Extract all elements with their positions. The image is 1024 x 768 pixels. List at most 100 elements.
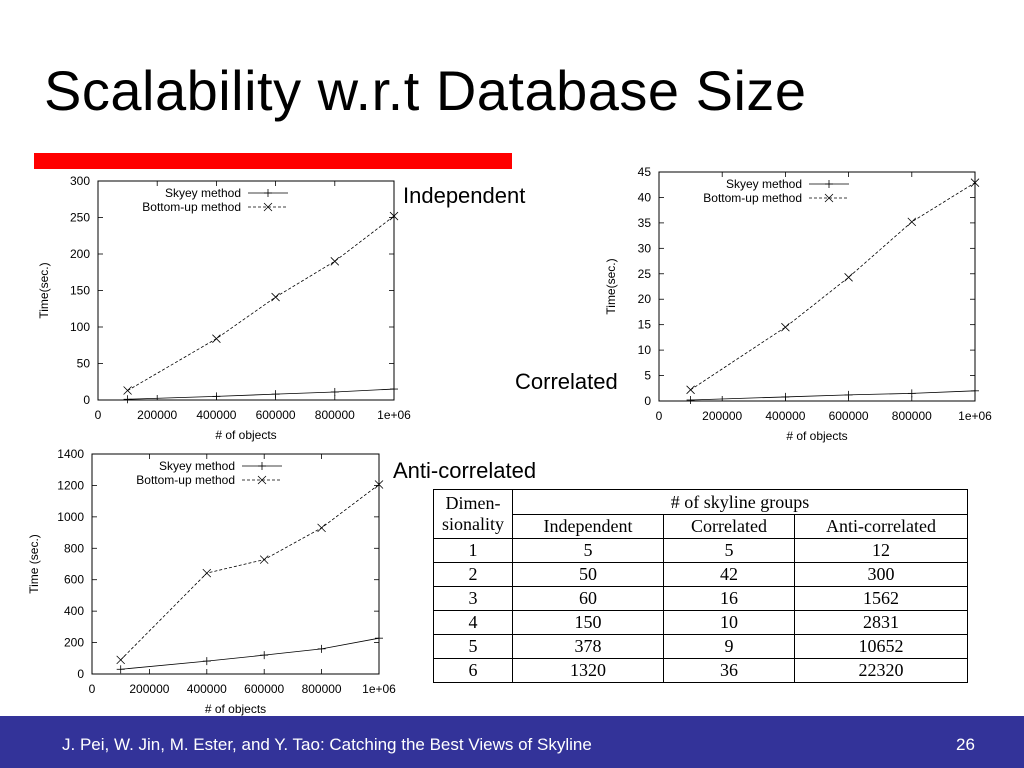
x-tick-label: 200000 (137, 408, 177, 422)
x-axis-label: # of objects (215, 428, 276, 442)
series-line (127, 388, 395, 400)
y-tick-label: 0 (83, 393, 90, 407)
y-tick-label: 50 (77, 357, 91, 371)
data-point (202, 657, 211, 666)
data-point (123, 395, 132, 404)
data-point (374, 480, 384, 489)
data-point (330, 257, 340, 266)
legend-label: Bottom-up method (142, 200, 241, 214)
y-axis-label: Time(sec.) (604, 258, 618, 314)
y-tick-label: 200 (70, 247, 90, 261)
x-axis-label: # of objects (205, 702, 266, 716)
data-point (116, 655, 125, 665)
data-point (970, 178, 980, 187)
chart-correlated: 0 5 10 15 20 25 30 35 40 45 0 200000 400000 600000 800… (604, 165, 992, 443)
dimensionality-header-line2: sionality (442, 514, 504, 534)
table-cell: 2 (433, 562, 513, 587)
data-point (390, 385, 398, 394)
y-tick-label: 15 (638, 318, 652, 332)
x-tick-label: 200000 (129, 682, 169, 696)
table-cell: 10652 (794, 634, 968, 659)
data-point (271, 292, 280, 302)
x-tick-label: 1e+06 (362, 682, 396, 696)
data-point (212, 392, 221, 401)
legend-marker (257, 475, 267, 485)
x-axis-label: # of objects (786, 429, 847, 443)
y-axis-label: Time(sec.) (37, 262, 51, 318)
legend-marker (825, 180, 833, 188)
data-point (260, 651, 269, 660)
table-cell: 300 (794, 562, 968, 587)
table-cell: 3 (433, 586, 513, 611)
legend-label: Skyey method (159, 459, 235, 473)
data-point (781, 392, 790, 401)
table-cell: 2831 (794, 610, 968, 635)
column-header-correlated: Correlated (664, 515, 795, 538)
table-row: 3 60 16 1562 (433, 586, 968, 611)
y-tick-label: 5 (644, 369, 651, 383)
table-row: 1 5 5 12 (433, 538, 968, 563)
footer-citation: J. Pei, W. Jin, M. Ester, and Y. Tao: Ca… (62, 735, 592, 754)
x-tick-label: 1e+06 (377, 408, 411, 422)
table-row: 5 378 9 10652 (433, 634, 968, 659)
column-header-anti-correlated: Anti-correlated (826, 516, 936, 536)
series-line (690, 182, 976, 391)
table-row: 2 50 42 300 (433, 562, 968, 587)
y-tick-label: 1000 (57, 510, 84, 524)
data-point (781, 322, 790, 332)
x-tick-label: 200000 (702, 409, 742, 423)
table-cell: 9 (663, 634, 795, 659)
table-header-row: Dimen- sionality # of skyline groups Ind… (433, 489, 968, 539)
data-point (116, 665, 125, 674)
table-cell: 6 (433, 658, 513, 683)
y-tick-label: 20 (638, 292, 652, 306)
plot-frame (658, 171, 976, 402)
x-tick-label: 0 (95, 408, 102, 422)
table-cell: 42 (663, 562, 795, 587)
y-tick-label: 25 (638, 267, 652, 281)
table-cell: 36 (663, 658, 795, 683)
series-line (120, 484, 380, 661)
series-line (120, 637, 380, 670)
table-cell: 4 (433, 610, 513, 635)
footer-bar (0, 716, 1024, 768)
table-cell: 1562 (794, 586, 968, 611)
y-tick-label: 150 (70, 284, 90, 298)
y-tick-label: 300 (70, 174, 90, 188)
y-tick-label: 0 (644, 394, 651, 408)
x-tick-label: 600000 (244, 682, 284, 696)
series-line (127, 215, 395, 391)
data-point (271, 390, 280, 399)
table-cell: 22320 (794, 658, 968, 683)
data-point (375, 634, 383, 643)
table-cell: 12 (794, 538, 968, 563)
skyline-groups-table: Dimen- sionality # of skyline groups Ind… (433, 489, 968, 683)
table-cell: 16 (663, 586, 795, 611)
legend-label: Bottom-up method (136, 473, 235, 487)
y-tick-label: 800 (64, 541, 84, 555)
groups-header: # of skyline groups (513, 490, 967, 515)
y-tick-label: 0 (77, 667, 84, 681)
table-cell: 1 (433, 538, 513, 563)
data-point (212, 334, 221, 343)
legend-label: Skyey method (165, 186, 241, 200)
y-tick-label: 45 (638, 165, 652, 179)
data-point (330, 387, 339, 396)
series-line (690, 390, 976, 401)
data-point (317, 523, 326, 533)
x-tick-label: 0 (656, 409, 663, 423)
dimensionality-header-line1: Dimen- (445, 493, 501, 513)
groups-header-cell: # of skyline groups Independent Correlat… (512, 489, 968, 539)
x-tick-label: 400000 (765, 409, 805, 423)
data-point (971, 386, 979, 395)
y-axis-label: Time (sec.) (27, 534, 41, 594)
data-point (844, 273, 853, 282)
chart-label-independent: Independent (403, 183, 526, 208)
y-tick-label: 1400 (57, 447, 84, 461)
legend-label: Bottom-up method (703, 191, 802, 205)
dimensionality-header: Dimen- sionality (433, 489, 513, 539)
legend-marker (264, 189, 272, 197)
chart-label-anti-correlated: Anti-correlated (393, 458, 537, 483)
x-tick-label: 800000 (315, 408, 355, 422)
plot-frame (91, 453, 380, 675)
